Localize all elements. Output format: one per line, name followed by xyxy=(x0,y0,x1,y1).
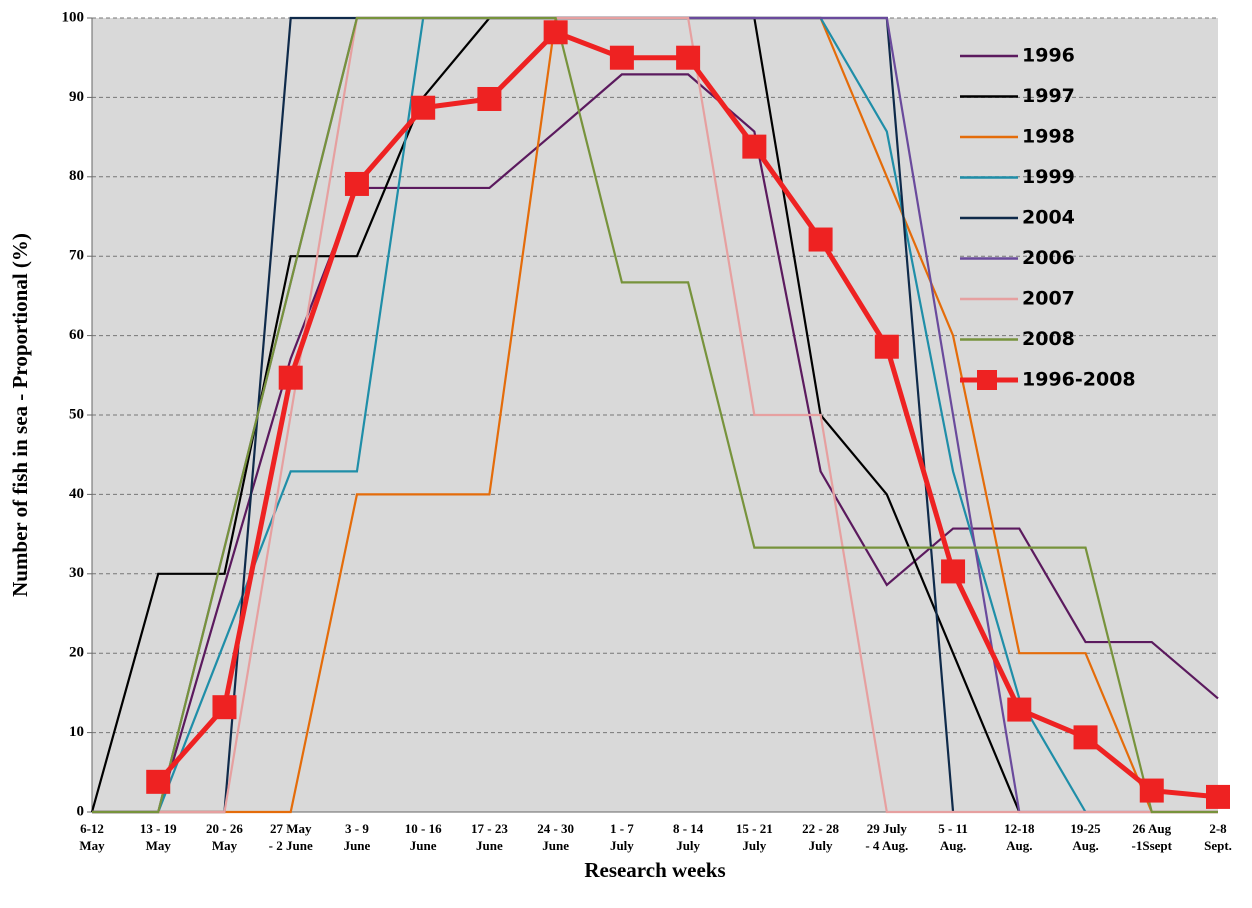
x-tick-label: 17 - 23 xyxy=(471,821,508,836)
marker xyxy=(146,769,171,794)
x-tick-label: 27 May xyxy=(270,821,312,836)
y-tick-label: 10 xyxy=(69,724,84,740)
y-tick-label: 70 xyxy=(69,248,84,264)
y-tick-label: 90 xyxy=(69,89,84,105)
marker xyxy=(1139,778,1164,803)
x-tick-label: Aug. xyxy=(940,838,966,853)
y-tick-label: 30 xyxy=(69,565,84,581)
series-line xyxy=(92,16,1218,814)
marker xyxy=(1007,697,1032,722)
legend-label: 1996-2008 xyxy=(1022,369,1136,391)
y-tick-label: 40 xyxy=(69,486,84,502)
marker xyxy=(941,559,966,584)
x-tick-label: 29 July xyxy=(867,821,908,836)
x-tick-label: May xyxy=(146,838,172,853)
x-tick-label: June xyxy=(344,838,371,853)
x-axis-label: Research weeks xyxy=(584,858,725,882)
legend-label: 1996 xyxy=(1022,45,1075,67)
marker xyxy=(874,334,899,359)
x-tick-label: - 2 June xyxy=(269,838,313,853)
x-tick-label: 6-12 xyxy=(80,821,104,836)
marker xyxy=(411,95,436,120)
y-tick-label: 80 xyxy=(69,168,84,184)
x-tick-label: 19-25 xyxy=(1070,821,1101,836)
marker xyxy=(1206,784,1230,809)
x-tick-label: May xyxy=(79,838,105,853)
x-tick-label: -1Ssept xyxy=(1132,838,1173,853)
marker xyxy=(742,134,767,159)
legend-label: 2004 xyxy=(1022,207,1075,229)
marker xyxy=(212,695,237,720)
x-tick-label: 10 - 16 xyxy=(405,821,442,836)
x-tick-label: 24 - 30 xyxy=(537,821,574,836)
legend-label: 2007 xyxy=(1022,288,1075,310)
x-tick-label: 5 - 11 xyxy=(938,821,968,836)
y-tick-label: 0 xyxy=(77,803,85,819)
marker xyxy=(609,45,634,70)
x-tick-label: July xyxy=(742,838,766,853)
marker xyxy=(278,365,303,390)
x-tick-label: 1 - 7 xyxy=(610,821,634,836)
x-tick-label: 8 - 14 xyxy=(673,821,704,836)
legend-label: 1998 xyxy=(1022,126,1075,148)
x-tick-label: - 4 Aug. xyxy=(865,838,908,853)
marker xyxy=(543,20,568,45)
legend-label: 1999 xyxy=(1022,166,1075,188)
legend-label: 1997 xyxy=(1022,85,1075,107)
x-tick-label: 2-8 xyxy=(1209,821,1227,836)
series-line xyxy=(92,16,1218,814)
x-tick-label: June xyxy=(410,838,437,853)
x-tick-label: May xyxy=(212,838,238,853)
x-tick-label: June xyxy=(476,838,503,853)
x-tick-label: 12-18 xyxy=(1004,821,1035,836)
y-axis-label: Number of fish in sea - Proportional (%) xyxy=(8,233,32,597)
marker xyxy=(477,86,502,111)
x-tick-label: 13 - 19 xyxy=(140,821,177,836)
legend-marker xyxy=(977,370,997,390)
x-tick-label: June xyxy=(542,838,569,853)
x-tick-label: July xyxy=(610,838,634,853)
x-tick-label: Sept. xyxy=(1204,838,1232,853)
marker xyxy=(808,227,833,252)
x-tick-label: Aug. xyxy=(1006,838,1032,853)
x-tick-label: 26 Aug xyxy=(1132,821,1171,836)
x-tick-label: July xyxy=(809,838,833,853)
x-tick-label: 20 - 26 xyxy=(206,821,243,836)
x-tick-label: July xyxy=(676,838,700,853)
marker xyxy=(676,45,701,70)
x-tick-label: Aug. xyxy=(1072,838,1098,853)
legend-label: 2006 xyxy=(1022,247,1075,269)
x-tick-label: 22 - 28 xyxy=(802,821,839,836)
y-tick-label: 20 xyxy=(69,645,84,661)
y-tick-label: 60 xyxy=(69,327,84,343)
x-tick-label: 3 - 9 xyxy=(345,821,369,836)
marker xyxy=(344,171,369,196)
y-tick-label: 50 xyxy=(69,406,84,422)
legend-label: 2008 xyxy=(1022,328,1075,350)
x-tick-label: 15 - 21 xyxy=(736,821,773,836)
marker xyxy=(1073,725,1098,750)
y-tick-label: 100 xyxy=(62,9,85,25)
